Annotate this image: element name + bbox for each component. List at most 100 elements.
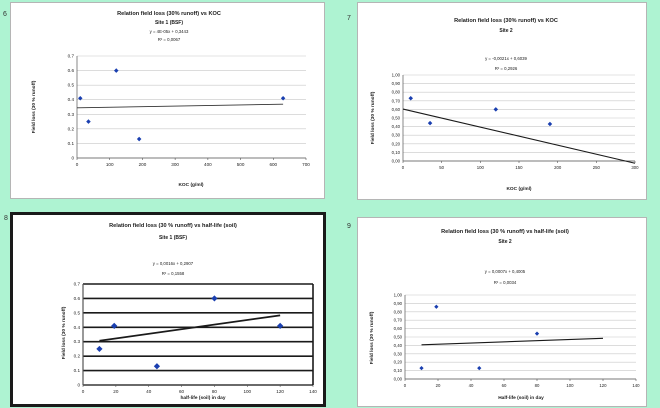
y-tick-label: 0.5 <box>68 83 75 88</box>
data-point <box>477 365 482 371</box>
y-tick-label: 0,00 <box>392 159 401 164</box>
chart-panel-7: 7 Relation field loss (30% runoff) vs KO… <box>347 2 647 200</box>
chart-8-svg: Relation field loss (30 % runoff) vs hal… <box>61 223 317 401</box>
y-tick-label: 0,50 <box>392 116 401 121</box>
data-point <box>96 345 103 353</box>
chart-subtitle: Site 1 (BSF) <box>159 235 187 241</box>
x-tick-label: 60 <box>179 389 185 394</box>
y-axis-label: Field loss (30 % runoff) <box>31 80 37 133</box>
x-tick-label: 20 <box>436 383 441 388</box>
trendline <box>99 314 281 342</box>
chart-panel-9: 9 Relation field loss (30 % runoff) vs h… <box>347 217 647 407</box>
x-tick-label: 100 <box>106 162 114 167</box>
trendline <box>76 103 284 109</box>
x-tick-label: 120 <box>276 389 284 394</box>
x-axis-label: KOC (g/ml) <box>506 186 531 192</box>
x-tick-label: 0 <box>82 389 85 394</box>
y-tick-label: 0.4 <box>74 325 81 330</box>
y-tick-label: 0.2 <box>68 126 75 131</box>
chart-7-svg: Relation field loss (30% runoff) vs KOC S… <box>370 18 639 192</box>
x-tick-label: 140 <box>309 389 317 394</box>
trendline <box>402 108 636 164</box>
x-tick-label: 700 <box>302 162 310 167</box>
x-tick-label: 60 <box>502 383 507 388</box>
y-axis-label: Field loss (30 % runoff) <box>369 311 375 364</box>
y-tick-label: 0,30 <box>392 133 401 138</box>
y-tick-label: 0,30 <box>394 351 403 356</box>
y-tick-label: 0 <box>71 156 74 161</box>
data-point <box>211 295 218 302</box>
y-tick-label: 0.4 <box>68 97 75 102</box>
data-point <box>419 365 424 371</box>
chart-subtitle: Site 2 <box>499 28 513 34</box>
x-tick-label: 80 <box>212 389 218 394</box>
y-tick-label: 0.6 <box>68 68 75 73</box>
data-point <box>277 322 284 329</box>
x-tick-label: 0 <box>76 162 79 167</box>
x-tick-label: 80 <box>535 383 540 388</box>
y-tick-label: 0,80 <box>392 90 401 95</box>
y-tick-label: 1,00 <box>394 293 403 298</box>
y-tick-label: 0,40 <box>394 343 403 348</box>
y-tick-label: 0,60 <box>392 107 401 112</box>
x-tick-label: 40 <box>469 383 474 388</box>
y-tick-label: 0,00 <box>394 377 403 382</box>
y-tick-label: 0.2 <box>74 354 81 359</box>
y-tick-label: 0.7 <box>74 282 81 287</box>
x-axis-label: half-life (soil) in day <box>180 395 225 401</box>
data-point <box>547 121 553 127</box>
y-tick-label: 0.6 <box>74 296 81 301</box>
chart-subtitle: Site 1 (BSF) <box>155 20 183 26</box>
y-tick-label: 0.1 <box>68 141 75 146</box>
chart-9-svg: Relation field loss (30 % runoff) vs hal… <box>369 229 640 401</box>
chart-title: Relation field loss (30% runoff) vs KOC <box>117 11 221 17</box>
x-tick-label: 100 <box>243 389 251 394</box>
trend-equation: y = 0,0007x + 0,4005 <box>485 269 526 274</box>
y-tick-label: 0,40 <box>392 124 401 129</box>
chart-6-svg: Relation field loss (30% runoff) vs KOC S… <box>31 11 310 188</box>
y-tick-label: 0 <box>77 383 80 388</box>
y-tick-label: 0,20 <box>392 141 401 146</box>
chart-title: Relation field loss (30 % runoff) vs hal… <box>441 229 569 235</box>
x-tick-label: 150 <box>515 165 523 170</box>
r-squared-label: R² = 0,0067 <box>158 37 181 42</box>
x-tick-label: 300 <box>631 165 639 170</box>
x-tick-label: 20 <box>113 389 119 394</box>
y-tick-label: 0,20 <box>394 360 403 365</box>
data-point <box>408 95 413 101</box>
figure-number: 6 <box>3 11 7 18</box>
x-tick-label: 50 <box>439 165 444 170</box>
r-squared-label: R² = 0,1558 <box>162 271 185 276</box>
chart-title: Relation field loss (30 % runoff) vs hal… <box>109 223 237 229</box>
data-point <box>493 107 499 112</box>
r-squared-label: R² = 0,0034 <box>494 280 517 285</box>
x-tick-label: 600 <box>269 162 277 167</box>
data-point <box>136 136 142 142</box>
figure-number: 9 <box>347 223 351 230</box>
x-axis-label: KOC (g/ml) <box>178 182 203 188</box>
y-axis-label: Field loss (30 % runoff) <box>61 306 67 359</box>
x-axis-label: Half-life (soil) in day <box>498 395 544 401</box>
x-tick-label: 100 <box>477 165 485 170</box>
data-point <box>153 363 161 370</box>
x-tick-label: 0 <box>404 383 407 388</box>
y-tick-label: 0,90 <box>394 301 403 306</box>
y-tick-label: 0.3 <box>74 339 81 344</box>
x-tick-label: 100 <box>566 383 574 388</box>
x-tick-label: 40 <box>146 389 152 394</box>
trendline <box>421 337 604 346</box>
x-tick-label: 250 <box>593 165 601 170</box>
y-tick-label: 0.5 <box>74 310 81 315</box>
y-tick-label: 0,60 <box>394 326 403 331</box>
y-tick-label: 0,70 <box>394 318 403 323</box>
chart-panel-8: 8 Relation field loss (30 % runoff) vs h… <box>4 212 326 407</box>
y-tick-label: 0,80 <box>394 309 403 314</box>
x-tick-label: 500 <box>237 162 245 167</box>
y-tick-label: 0.7 <box>68 54 75 59</box>
r-squared-label: R² = 0,2926 <box>495 66 518 71</box>
x-tick-label: 300 <box>171 162 179 167</box>
chart-title: Relation field loss (30% runoff) vs KOC <box>454 18 558 24</box>
chart-panel-6: 6 Relation field loss (30% runoff) vs KO… <box>3 2 325 199</box>
x-tick-label: 200 <box>139 162 147 167</box>
data-point <box>113 68 119 73</box>
